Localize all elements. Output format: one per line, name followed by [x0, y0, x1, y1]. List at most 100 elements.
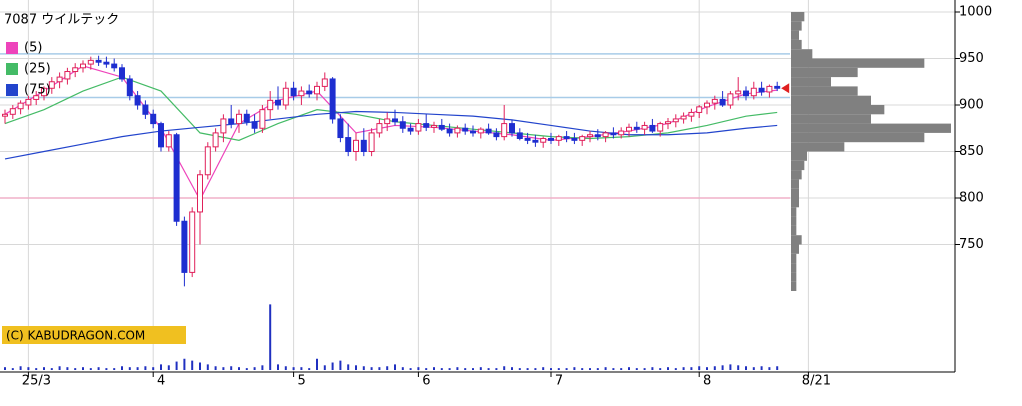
volume-bar: [144, 366, 147, 370]
candle-body: [2, 113, 8, 117]
candle-body: [314, 85, 320, 95]
volume-bar: [729, 364, 732, 370]
volume-profile-bar: [791, 207, 797, 217]
volume-bar: [425, 368, 428, 370]
volume-bar: [238, 367, 240, 370]
candle-body: [220, 118, 227, 134]
candle-body: [41, 87, 47, 97]
volume-profile-bar: [791, 12, 805, 22]
candle-body: [657, 123, 664, 132]
candle-body: [548, 137, 554, 141]
volume-profile-bar: [791, 225, 797, 236]
y-tick-label: 800: [959, 191, 984, 206]
volume-bar: [214, 366, 217, 370]
volume-bar: [542, 367, 545, 370]
volume-bar: [659, 368, 662, 370]
candle-body: [9, 108, 16, 115]
volume-bar: [745, 366, 747, 370]
volume-profile-bar: [791, 216, 797, 226]
volume-bar: [331, 362, 334, 370]
candle-body: [353, 139, 359, 152]
volume-bar: [433, 367, 435, 370]
volume-bar: [43, 367, 45, 370]
volume-bar: [581, 368, 584, 370]
volume-bar: [760, 366, 763, 370]
volume-bar: [269, 304, 272, 370]
volume-bar: [713, 366, 716, 370]
candle-body: [267, 99, 274, 111]
candle-body: [345, 137, 352, 153]
volume-bar: [440, 368, 443, 370]
volume-profile-bar: [791, 198, 799, 208]
volume-bar: [472, 368, 474, 370]
volume-bar: [253, 367, 256, 370]
candle-body: [766, 85, 773, 93]
candle-body: [392, 118, 398, 123]
volume-bar: [292, 367, 295, 370]
volume-profile-bar: [791, 235, 802, 245]
volume-bar: [401, 367, 404, 370]
candle-body: [462, 127, 469, 132]
candle-body: [282, 87, 289, 106]
volume-bar: [768, 367, 771, 370]
volume-bar: [191, 360, 194, 370]
volume-bar: [495, 368, 498, 370]
candle-body: [337, 118, 344, 139]
volume-bar: [737, 365, 740, 370]
candle-body: [243, 113, 250, 123]
chart-title: 7087 ウイルテック: [4, 13, 119, 28]
x-tick-label: 7: [555, 374, 563, 389]
candle-body: [719, 98, 726, 106]
volume-bar: [206, 364, 209, 370]
candle-body: [493, 132, 500, 138]
candle-body: [758, 87, 765, 93]
candle-body: [368, 132, 375, 152]
volume-bar: [612, 368, 615, 370]
volume-bar: [596, 368, 599, 370]
candle-body: [602, 132, 609, 138]
candle-body: [563, 136, 570, 139]
candle-body: [532, 139, 539, 143]
volume-bar: [245, 368, 248, 370]
volume-bar: [183, 358, 186, 370]
x-tick-label: 6: [422, 374, 430, 389]
volume-bar: [74, 368, 77, 370]
volume-profile-bar: [791, 123, 951, 133]
y-tick-label: 750: [959, 237, 984, 252]
candle-body: [204, 146, 211, 176]
plot: [0, 12, 951, 370]
volume-bar: [89, 368, 92, 370]
candle-body: [743, 90, 749, 97]
candle-body: [275, 99, 281, 106]
candle-body: [680, 115, 687, 120]
volume-bar: [128, 367, 131, 370]
candle-body: [399, 121, 406, 129]
candle-body: [103, 61, 110, 65]
volume-bar: [456, 367, 459, 370]
volume-bar: [27, 367, 30, 370]
volume-bar: [674, 368, 677, 370]
volume-bar: [323, 365, 326, 370]
legend-swatch: [6, 63, 18, 75]
volume-profile-bar: [791, 253, 797, 264]
volume-bar: [230, 366, 233, 370]
volume-bar: [362, 366, 365, 370]
candle-body: [633, 126, 640, 130]
candle-body: [485, 128, 492, 134]
volume-profile-bar: [791, 58, 925, 68]
volume-bar: [604, 367, 607, 370]
volume-bar: [339, 360, 342, 370]
volume-bar: [136, 367, 139, 370]
volume-bar: [503, 366, 506, 370]
volume-bar: [97, 367, 100, 370]
volume-profile-bar: [791, 132, 925, 143]
candle-body: [571, 137, 578, 141]
candle-body: [735, 90, 742, 95]
volume-bar: [534, 368, 537, 370]
candle-body: [290, 87, 297, 97]
candle-body: [72, 67, 79, 73]
candle-body: [415, 123, 422, 132]
volume-bar: [347, 364, 350, 370]
candle-body: [17, 102, 24, 110]
